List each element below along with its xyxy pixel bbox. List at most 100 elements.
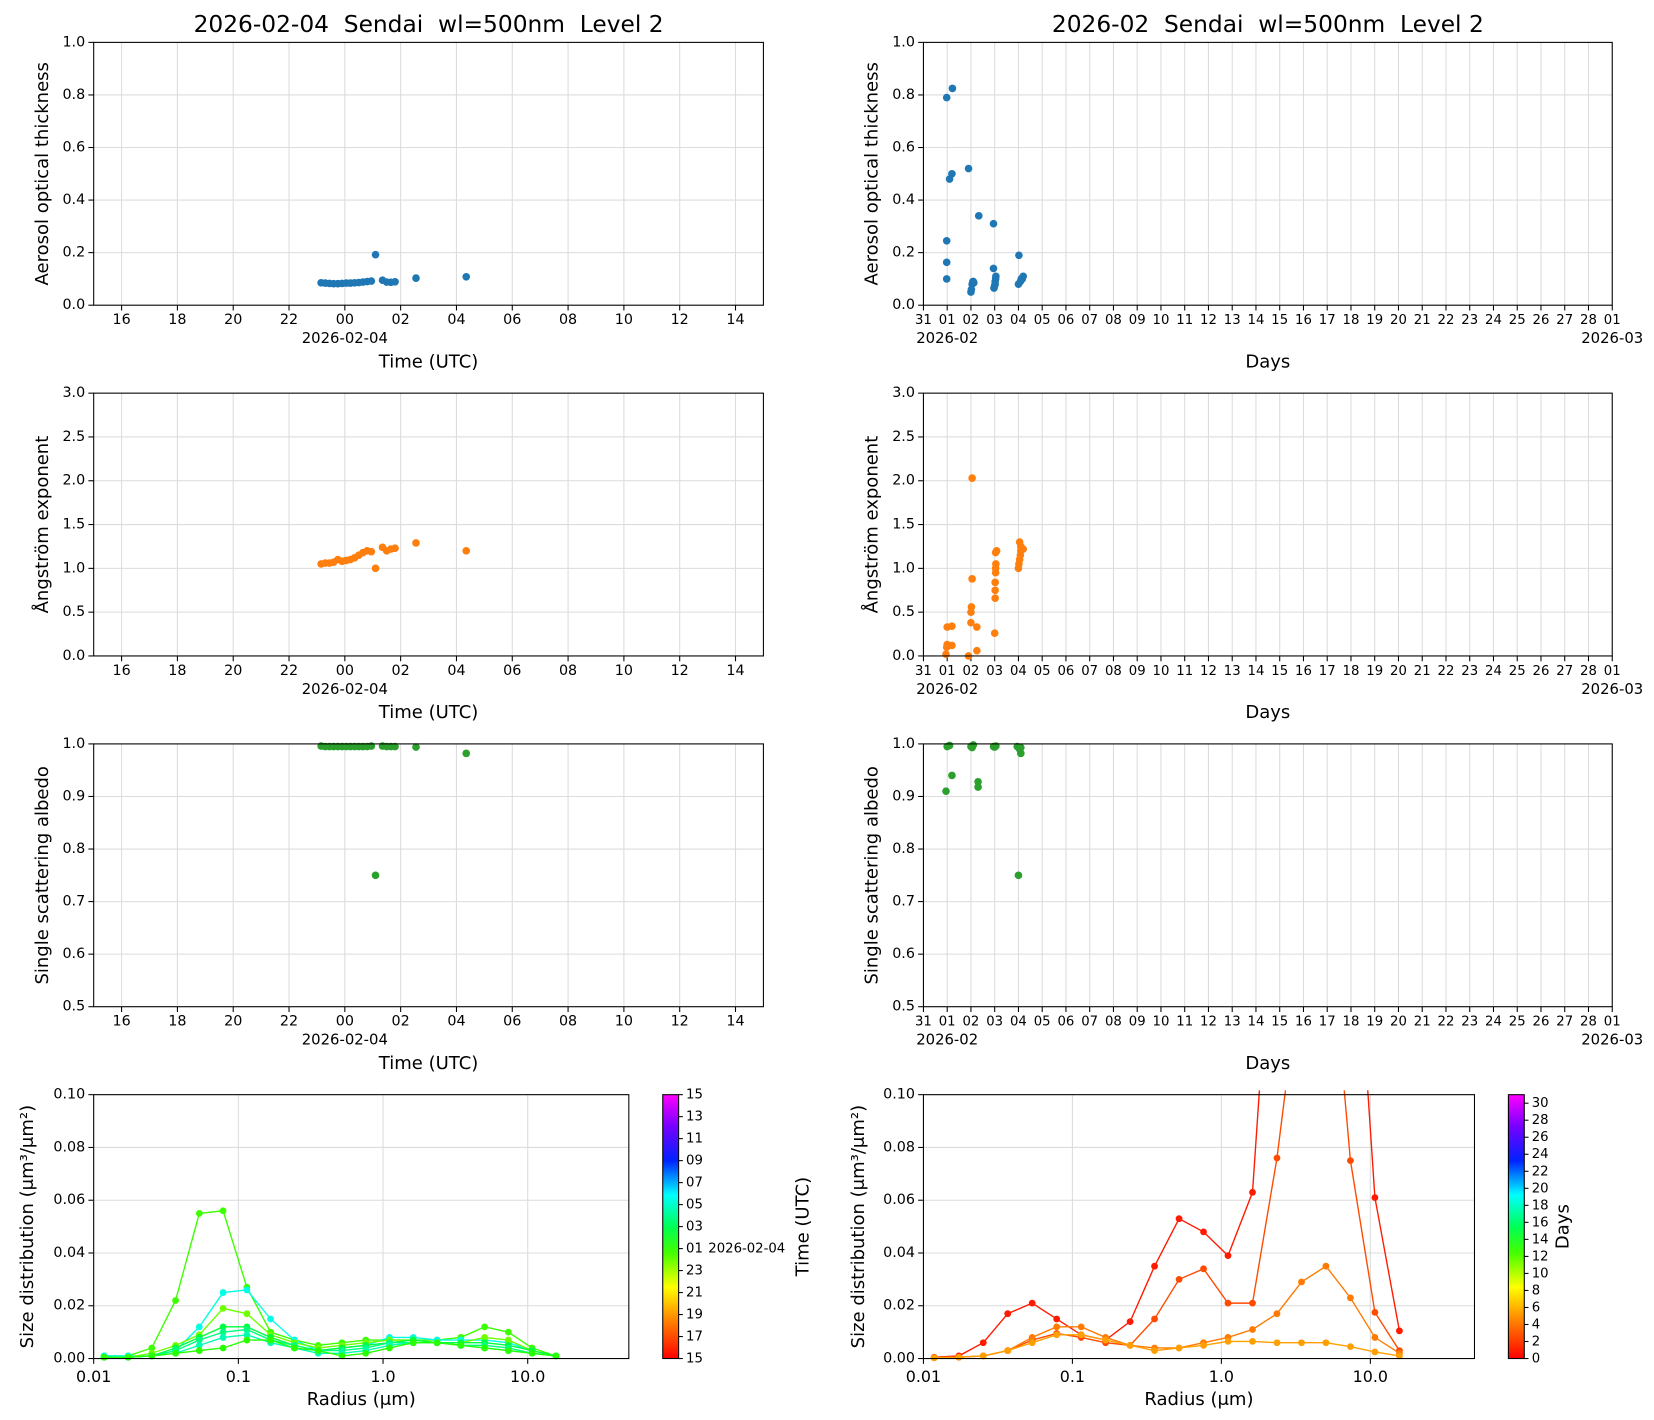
point bbox=[1028, 1299, 1036, 1307]
x-tick-label: 18 bbox=[168, 312, 186, 328]
x-tick-label: 21 bbox=[1414, 313, 1431, 328]
y-tick-label: 1.0 bbox=[892, 34, 915, 50]
point bbox=[1126, 1341, 1134, 1349]
point bbox=[967, 618, 975, 627]
x-tick-label: 11 bbox=[1176, 1015, 1193, 1030]
x-tick-label: 18 bbox=[168, 1014, 186, 1030]
x-tick-label: 02 bbox=[963, 1015, 980, 1030]
point bbox=[1249, 1337, 1256, 1345]
x-date-label: 2026-03 bbox=[1581, 330, 1643, 347]
y-tick-label: 0.0 bbox=[62, 648, 85, 664]
point bbox=[219, 1344, 227, 1352]
point bbox=[1017, 743, 1025, 752]
x-tick-label: 04 bbox=[447, 1014, 465, 1030]
x-tick-label: 07 bbox=[1081, 664, 1098, 679]
x-tick-label: 17 bbox=[1319, 664, 1336, 679]
point bbox=[967, 603, 976, 611]
y-tick-label: 0.00 bbox=[53, 1351, 85, 1367]
point bbox=[219, 1334, 227, 1341]
x-tick-label: 04 bbox=[1010, 1015, 1027, 1030]
y-tick-label: 0.6 bbox=[892, 946, 915, 962]
x-tick-label: 10 bbox=[1153, 313, 1170, 328]
x-tick-label: 15 bbox=[1271, 313, 1288, 328]
point bbox=[1224, 1252, 1232, 1260]
plot-area bbox=[942, 84, 1028, 296]
point bbox=[990, 629, 999, 637]
plot-area bbox=[317, 539, 471, 573]
point bbox=[124, 1353, 132, 1361]
x-tick-label: 02 bbox=[392, 312, 410, 328]
panel: 0.5 0.6 0.7 0.8 0.9 1.0 31 01 02 03 04 05 06 07 08 09 10… bbox=[862, 736, 1644, 1074]
y-tick-label: 2.0 bbox=[62, 473, 85, 489]
panel: 0.5 0.6 0.7 0.8 0.9 1.0 16 18 20 22 00 02 04 06 08 10 12… bbox=[32, 736, 764, 1074]
x-tick-label: 09 bbox=[1129, 313, 1146, 328]
x-tick-label: 14 bbox=[1248, 1015, 1265, 1030]
point bbox=[267, 1315, 274, 1323]
y-tick-label: 0.06 bbox=[883, 1192, 915, 1208]
x-axis-label: Days bbox=[1245, 351, 1290, 372]
colorbar-tick-label: 17 bbox=[686, 1330, 703, 1345]
x-tick-label: 07 bbox=[1081, 1015, 1098, 1030]
x-tick-label: 02 bbox=[963, 664, 980, 679]
x-tick-label: 08 bbox=[559, 1014, 577, 1030]
x-tick-label: 17 bbox=[1319, 1015, 1336, 1030]
x-tick-label: 14 bbox=[726, 663, 744, 679]
x-tick-label: 22 bbox=[1438, 1015, 1455, 1030]
point bbox=[314, 1347, 322, 1355]
x-tick-label: 27 bbox=[1556, 313, 1573, 328]
colorbar-tick-label: 2 bbox=[1532, 1335, 1540, 1350]
colorbar-tick-label: 12 bbox=[1532, 1249, 1549, 1264]
point bbox=[989, 264, 998, 273]
x-tick-label: 06 bbox=[503, 663, 521, 679]
y-tick-label: 0.5 bbox=[62, 604, 85, 620]
y-tick-label: 0.04 bbox=[883, 1245, 915, 1261]
x-tick-label: 25 bbox=[1509, 1015, 1526, 1030]
point bbox=[1077, 1331, 1085, 1339]
point bbox=[243, 1336, 251, 1344]
point bbox=[219, 1207, 227, 1215]
x-tick-label: 12 bbox=[671, 312, 689, 328]
x-tick-label: 12 bbox=[1200, 664, 1217, 679]
y-tick-label: 0.08 bbox=[53, 1139, 85, 1155]
point bbox=[1224, 1299, 1232, 1307]
point bbox=[1273, 1310, 1281, 1318]
x-tick-label: 27 bbox=[1556, 1015, 1573, 1030]
colorbar-tick-label: 20 bbox=[1532, 1181, 1549, 1196]
plot-area bbox=[942, 741, 1025, 880]
point bbox=[1151, 1347, 1158, 1355]
point bbox=[1019, 545, 1028, 553]
x-tick-label: 18 bbox=[168, 663, 186, 679]
point bbox=[1053, 1323, 1061, 1331]
point bbox=[1224, 1337, 1232, 1345]
x-tick-label: 11 bbox=[1176, 664, 1193, 679]
x-tick-label: 00 bbox=[336, 312, 354, 328]
colorbar-tick-label: 18 bbox=[1532, 1198, 1549, 1213]
x-date-label: 2026-02-04 bbox=[302, 1032, 388, 1049]
y-axis-label: Size distribution (μm³/μm²) bbox=[17, 1105, 38, 1348]
x-date-label: 2026-02 bbox=[916, 330, 978, 347]
point bbox=[1322, 1339, 1330, 1347]
point bbox=[948, 622, 956, 630]
y-tick-label: 0.0 bbox=[892, 648, 915, 664]
x-tick-label: 19 bbox=[1366, 664, 1383, 679]
x-tick-label: 14 bbox=[1248, 664, 1265, 679]
x-tick-label: 18 bbox=[1343, 664, 1360, 679]
point bbox=[243, 1326, 251, 1333]
y-axis-label: Single scattering albedo bbox=[862, 766, 883, 984]
y-tick-label: 0.00 bbox=[883, 1351, 915, 1367]
colorbar-tick-label: 26 bbox=[1532, 1130, 1549, 1145]
axes-frame bbox=[93, 41, 764, 306]
point bbox=[969, 741, 978, 749]
x-tick-label: 20 bbox=[1390, 1015, 1407, 1030]
plot-area bbox=[930, 1090, 1403, 1362]
point bbox=[1151, 1315, 1158, 1323]
point bbox=[979, 1352, 987, 1360]
y-tick-label: 0.02 bbox=[883, 1298, 915, 1314]
panel: 2026-02 Sendai wl=500nm Level 2 0.0 0.2 0.4… bbox=[862, 11, 1644, 372]
series-line bbox=[104, 1326, 557, 1358]
colorbar-tick-label: 4 bbox=[1532, 1317, 1540, 1332]
x-tick-label: 12 bbox=[671, 1014, 689, 1030]
y-tick-label: 0.02 bbox=[53, 1298, 85, 1314]
x-tick-label: 18 bbox=[1343, 313, 1360, 328]
